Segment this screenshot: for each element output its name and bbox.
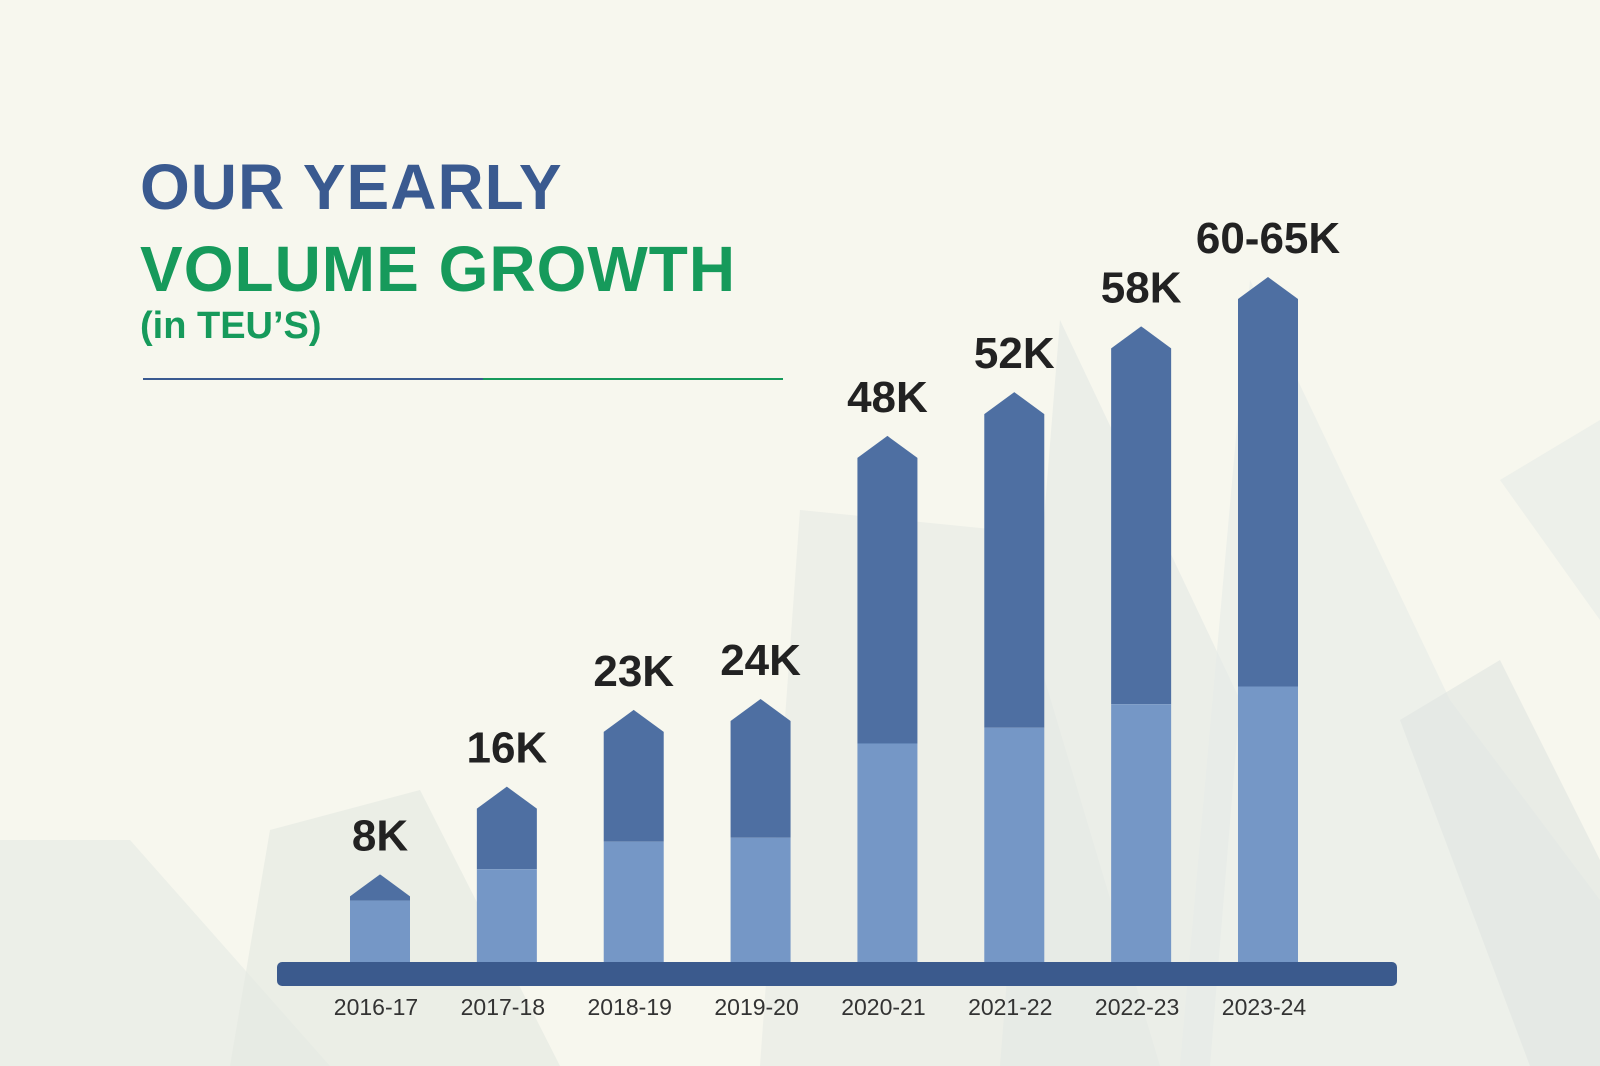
title-line-2: VOLUME GROWTH xyxy=(140,233,737,305)
bar-2016-17 xyxy=(350,874,410,962)
data-label: 58K xyxy=(1101,263,1182,312)
bar-2023-24 xyxy=(1238,277,1298,962)
x-tick-label: 2018-19 xyxy=(588,994,672,1020)
data-label: 60-65K xyxy=(1196,214,1341,263)
data-label: 48K xyxy=(847,373,928,422)
x-tick-label: 2022-23 xyxy=(1095,994,1179,1020)
bar-2018-19 xyxy=(603,709,664,962)
chart-baseline xyxy=(277,962,1397,986)
data-label: 24K xyxy=(720,636,801,685)
bar-lower xyxy=(1111,704,1172,962)
bar-lower xyxy=(984,727,1045,962)
data-label: 8K xyxy=(352,811,408,860)
bar-lower xyxy=(603,841,664,962)
bar-2019-20 xyxy=(730,698,791,962)
title-line-1: OUR YEARLY xyxy=(140,151,563,223)
x-tick-label: 2020-21 xyxy=(841,994,925,1020)
x-tick-label: 2016-17 xyxy=(334,994,418,1020)
bar-lower xyxy=(1238,686,1298,962)
bar-2022-23 xyxy=(1111,326,1172,962)
bar-lower xyxy=(476,869,537,962)
bar-upper xyxy=(1238,277,1298,687)
bar-lower xyxy=(730,837,791,962)
bar-upper xyxy=(603,709,664,842)
data-label: 16K xyxy=(466,724,547,773)
bar-upper xyxy=(1111,326,1172,705)
bar-2020-21 xyxy=(857,435,918,962)
data-label: 52K xyxy=(974,329,1055,378)
bar-2017-18 xyxy=(476,786,537,962)
bar-lower xyxy=(857,743,918,962)
bar-upper xyxy=(476,786,537,870)
bar-upper xyxy=(730,698,791,838)
title-underline-green xyxy=(483,378,783,380)
title-unit: (in TEU’S) xyxy=(140,305,322,347)
x-tick-label: 2023-24 xyxy=(1222,994,1307,1020)
x-tick-label: 2021-22 xyxy=(968,994,1052,1020)
bar-lower xyxy=(350,900,410,962)
bar-2021-22 xyxy=(984,392,1045,962)
title-underline-blue xyxy=(143,378,483,380)
bar-upper xyxy=(984,392,1045,728)
data-label: 23K xyxy=(593,647,674,696)
x-tick-label: 2017-18 xyxy=(461,994,545,1020)
bar-upper xyxy=(350,874,410,901)
x-tick-label: 2019-20 xyxy=(714,994,798,1020)
bar-upper xyxy=(857,435,918,744)
